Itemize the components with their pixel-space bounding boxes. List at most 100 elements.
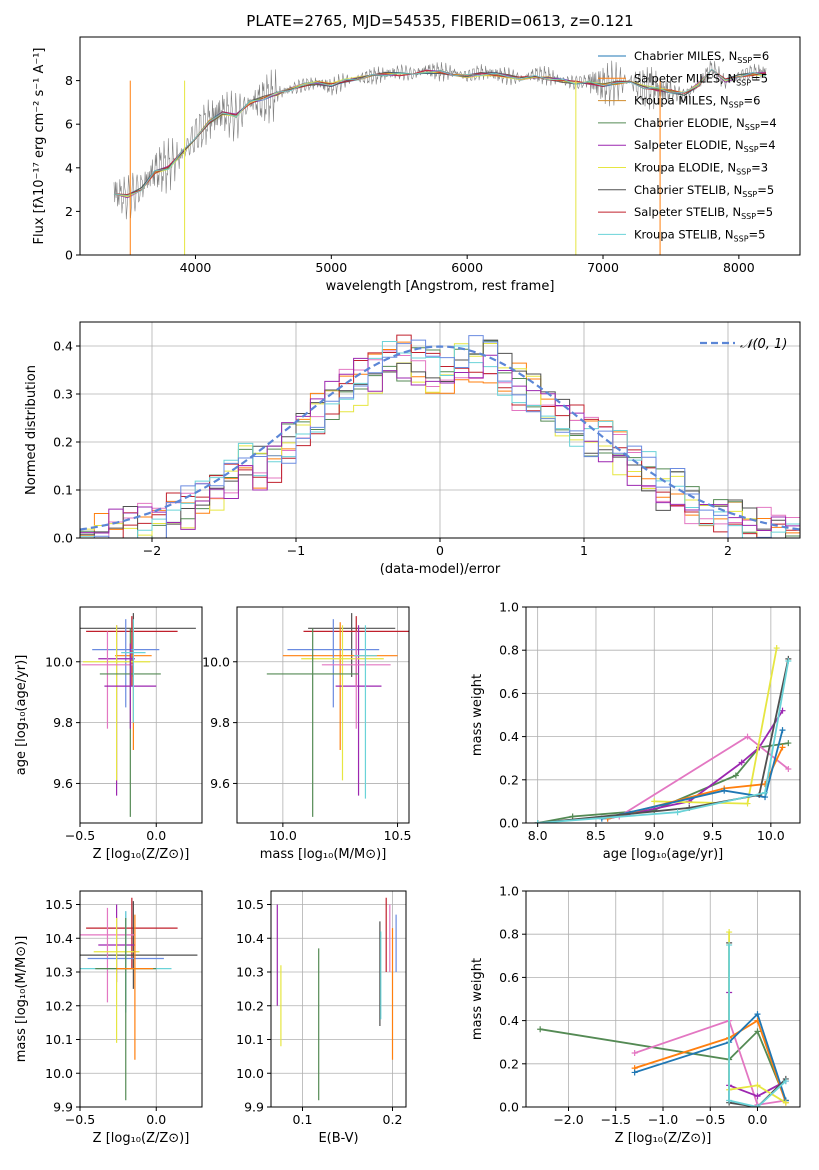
mass-weight-marker <box>721 787 728 794</box>
y-tick-label: 2 <box>65 204 73 219</box>
y-tick-label: 0.8 <box>499 927 519 942</box>
legend-label: Kroupa ELODIE, NSSP=3 <box>634 161 768 177</box>
panel-mass-weight-vs-Z: −2.0 −1.5 −1.0 −0.5 0.0 0.0 0.2 0.4 0.6 0.8 1.0 Z [… <box>470 884 801 1146</box>
mass-weight-line <box>540 1028 787 1101</box>
panel-mass-weight-vs-age: 8.0 8.5 9.0 9.5 10.0 0.0 0.2 0.4 0.6 0.8 1.0 age [l… <box>470 600 801 862</box>
mass-weight-line <box>537 658 790 823</box>
ticks: 4000 5000 6000 7000 8000 0 2 4 6 8 <box>65 73 755 275</box>
mass-weight-line <box>654 647 778 805</box>
x-tick-label: −1.5 <box>601 1112 631 1127</box>
x-tick-label: −1.0 <box>648 1112 678 1127</box>
plot-area <box>80 897 198 1101</box>
model-spectrum-line <box>113 68 767 196</box>
x-axis-label: (data-model)/error <box>380 562 501 577</box>
x-tick-label: 0 <box>436 543 444 558</box>
x-tick-label: −0.5 <box>695 1112 725 1127</box>
legend-label: Kroupa STELIB, NSSP=5 <box>634 227 765 243</box>
panel-age-vs-mass: 10.0 10.5 9.6 9.8 10.0 mass [log₁₀(M/M⊙)] <box>202 606 412 862</box>
plot-area <box>276 897 397 1101</box>
mass-weight-line <box>601 729 784 820</box>
gridlines <box>526 606 800 824</box>
model-spectrum-line <box>113 68 767 195</box>
y-tick-label: 10.4 <box>236 931 264 946</box>
model-spectrum-line <box>113 68 767 197</box>
y-tick-label: 0.4 <box>53 339 73 354</box>
x-tick-label: 5000 <box>315 260 347 275</box>
panel-mass-vs-EBV: 0.1 0.2 9.9 10.0 10.1 10.2 10.3 10.4 10.5 E(B-V) <box>236 890 407 1146</box>
mass-weight-marker <box>726 1097 733 1104</box>
y-tick-label: 10.1 <box>45 1032 73 1047</box>
y-tick-label: 0.4 <box>499 1013 519 1028</box>
y-tick-label: 10.3 <box>236 965 264 980</box>
mass-weight-marker <box>744 733 751 740</box>
figure-title: PLATE=2765, MJD=54535, FIBERID=0613, z=0… <box>246 12 634 30</box>
legend-label: Chabrier STELIB, NSSP=5 <box>634 183 774 199</box>
x-tick-label: 0.1 <box>293 1112 313 1127</box>
y-tick-label: 0.2 <box>499 772 519 787</box>
y-tick-label: 4 <box>65 160 73 175</box>
observed-spectrum <box>113 60 767 220</box>
mass-weight-marker <box>779 707 786 714</box>
gridlines <box>237 607 409 823</box>
legend-label: Chabrier ELODIE, NSSP=4 <box>634 116 777 132</box>
y-tick-label: 1.0 <box>499 600 519 615</box>
ticks: −2.0 −1.5 −1.0 −0.5 0.0 0.0 0.2 0.4 0.6 0.8 1.0 <box>499 884 767 1128</box>
mass-weight-marker <box>651 798 658 805</box>
y-tick-label: 0.2 <box>53 435 73 450</box>
y-axis-label: Normed distribution <box>24 365 39 495</box>
x-tick-label: 9.5 <box>703 828 723 843</box>
ticks: −0.5 0.0 9.9 10.0 10.1 10.2 10.3 10.4 10.5 <box>45 897 166 1127</box>
mass-weight-marker <box>631 1050 638 1056</box>
y-tick-label: 9.6 <box>53 776 73 791</box>
x-axis-label: E(B-V) <box>318 1131 358 1146</box>
x-tick-label: 2 <box>724 543 732 558</box>
mass-weight-marker <box>779 727 786 734</box>
histogram-step <box>80 335 800 538</box>
x-tick-label: 6000 <box>451 260 483 275</box>
model-spectrum-line <box>113 68 767 199</box>
y-tick-label: 10.0 <box>45 654 73 669</box>
legend-label: Salpeter MILES, NSSP=5 <box>634 71 768 87</box>
mass-weight-marker <box>534 820 541 823</box>
mass-weight-marker <box>537 1026 544 1033</box>
legend-label: Kroupa MILES, NSSP=6 <box>634 94 760 110</box>
x-tick-label: 0.0 <box>146 1112 166 1127</box>
mass-weight-marker <box>754 1028 761 1035</box>
x-tick-label: 0.0 <box>146 828 166 843</box>
ticks: 8.0 8.5 9.0 9.5 10.0 0.0 0.2 0.4 0.6 0.8 1.0 <box>499 600 785 844</box>
x-tick-label: −1 <box>287 543 305 558</box>
x-tick-label: −2 <box>143 543 161 558</box>
model-spectrum-line <box>113 68 767 198</box>
y-tick-label: 0.1 <box>53 483 73 498</box>
model-spectrum-line <box>113 68 767 196</box>
y-tick-label: 9.9 <box>244 1100 264 1115</box>
x-tick-label: 7000 <box>587 260 619 275</box>
x-tick-label: −2.0 <box>553 1112 583 1127</box>
y-tick-label: 9.6 <box>210 776 230 791</box>
y-tick-label: 10.5 <box>236 897 264 912</box>
y-tick-label: 10.5 <box>45 897 73 912</box>
mass-weight-line <box>728 945 787 1107</box>
legend-label: Salpeter STELIB, NSSP=5 <box>634 205 773 221</box>
mass-weight-marker <box>738 759 745 766</box>
axes-frame <box>79 606 203 824</box>
y-tick-label: 0.2 <box>499 1056 519 1071</box>
panel-spectrum: 4000 5000 6000 7000 8000 0 2 4 6 8 wavelength [Ang… <box>32 36 801 294</box>
y-tick-label: 10.0 <box>236 1066 264 1081</box>
y-tick-label: 10.2 <box>236 998 264 1013</box>
x-tick-label: 10.5 <box>384 828 412 843</box>
mass-weight-marker <box>762 789 769 796</box>
mass-weight-marker <box>754 1011 761 1018</box>
gaussian-curve <box>80 345 800 531</box>
mass-weight-marker <box>779 744 786 751</box>
mass-weight-marker <box>785 658 792 664</box>
y-tick-label: 1.0 <box>499 884 519 899</box>
mass-weight-marker <box>754 1082 761 1089</box>
plot-area <box>534 645 792 823</box>
y-tick-label: 8 <box>65 73 73 88</box>
panel-residuals: −2 −1 0 1 2 0.0 0.1 0.2 0.3 0.4 (data-model)/error… <box>24 321 801 577</box>
histogram-step <box>80 334 800 538</box>
mass-weight-marker <box>744 800 751 807</box>
ticks: −0.5 0.0 9.6 9.8 10.0 <box>45 654 166 843</box>
y-tick-label: 9.9 <box>53 1100 73 1115</box>
